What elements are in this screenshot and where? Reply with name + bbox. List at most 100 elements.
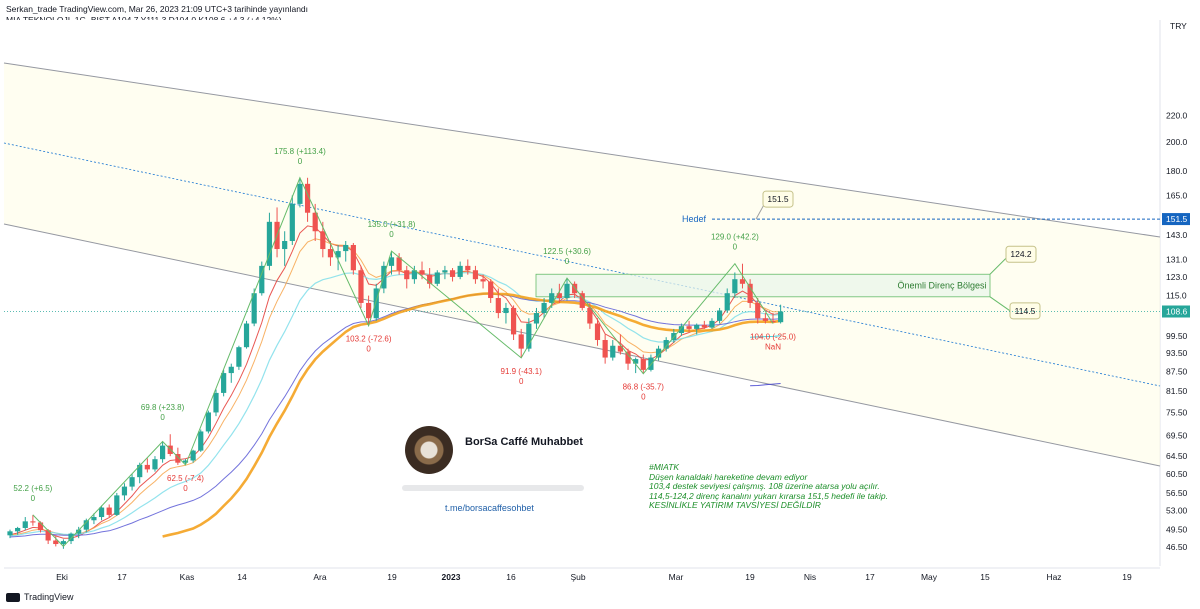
candle-body (541, 302, 547, 314)
candle-body (121, 486, 128, 496)
y-tick-label: 200.0 (1166, 137, 1188, 147)
candle-body (739, 279, 746, 284)
candle-body (404, 270, 410, 280)
swing-sublabel: 0 (160, 413, 165, 422)
candle-body (282, 240, 288, 250)
zone-top-label: 124.2 (1010, 249, 1032, 259)
candle-body (129, 477, 135, 487)
note-line: 103,4 destek seviyesi çalışmış. 108 üzer… (649, 481, 880, 492)
zone-bottom-label: 114.5 (1015, 306, 1036, 316)
brand-divider (402, 485, 584, 491)
y-tick-label: 60.50 (1166, 469, 1188, 479)
candles-group (7, 177, 784, 549)
candle-body (98, 507, 105, 518)
swing-sublabel: 0 (733, 243, 738, 252)
candle-body (160, 445, 166, 460)
candle-body (572, 283, 578, 294)
candle-body (411, 270, 417, 280)
candle-body (91, 517, 97, 521)
target-callout-label: 151.5 (767, 194, 789, 204)
x-tick-label: 16 (506, 572, 516, 582)
y-tick-label: 87.50 (1166, 366, 1188, 376)
candle-body (762, 318, 768, 321)
swing-label: 62.5 (-7.4) (167, 474, 204, 483)
channel-fill (4, 63, 1160, 466)
currency-label: TRY (1170, 21, 1187, 31)
candle-body (678, 326, 685, 334)
candle-body (221, 373, 227, 393)
channel-mid-dotted-line (3, 142, 1161, 387)
candle-body (526, 323, 532, 349)
y-tick-label: 56.50 (1166, 488, 1188, 498)
candle-body (564, 283, 570, 299)
channel-lower-line (3, 223, 1161, 467)
y-tick-label: 115.0 (1166, 291, 1187, 301)
candle-body (297, 183, 303, 204)
candle-body (83, 520, 89, 530)
candle-body (373, 288, 379, 319)
candle-body (15, 527, 21, 532)
candle-body (724, 293, 730, 311)
candle-body (518, 334, 524, 349)
footer-logo-text: TradingView (24, 592, 74, 602)
swing-label: 104.0 (-25.0) (750, 333, 796, 342)
candle-body (327, 249, 334, 258)
note-line: KESİNLİKLE YATIRIM TAVSİYESİ DEĞİLDİR (649, 500, 821, 511)
candle-body (480, 279, 486, 282)
candle-body (205, 412, 211, 432)
candle-body (304, 183, 311, 213)
y-tick-label: 81.50 (1166, 386, 1188, 396)
resistance-zone-label: Önemli Direnç Bölgesi (897, 281, 986, 291)
candle-body (7, 531, 13, 536)
candle-body (76, 529, 82, 534)
candle-body (53, 540, 59, 545)
zone-top-pointer (989, 255, 1009, 275)
brand-avatar (405, 426, 453, 474)
channel-upper-line (3, 62, 1161, 238)
y-tick-label: 69.50 (1166, 430, 1188, 440)
candle-body (488, 281, 494, 299)
candle-body (709, 320, 715, 328)
candle-body (228, 366, 234, 374)
candle-body (503, 307, 509, 314)
resistance-zone (535, 273, 991, 298)
ma-line-2 (9, 238, 781, 536)
candle-body (259, 265, 265, 294)
candle-body (190, 450, 196, 461)
brand-name: BorSa Caffé Muhabbet (465, 436, 583, 448)
candle-body (175, 454, 181, 463)
candle-body (747, 283, 753, 303)
swing-sublabel: 0 (519, 377, 524, 386)
tradingview-logo-icon (6, 592, 20, 602)
candle-body (579, 293, 585, 308)
note-line: #MIATK (649, 462, 680, 472)
candle-body (152, 459, 158, 470)
x-tick-label: May (921, 572, 938, 582)
swing-label: 122.5 (+30.6) (543, 247, 591, 256)
x-tick-label: 2023 (442, 572, 461, 582)
y-tick-label: 165.0 (1166, 190, 1188, 200)
candle-body (556, 293, 562, 299)
candle-body (625, 351, 631, 364)
candle-body (45, 530, 51, 541)
y-tick-label: 49.50 (1166, 525, 1188, 535)
candle-body (60, 541, 67, 545)
brand-link[interactable]: t.me/borsacaffesohbet (445, 503, 534, 513)
candle-body (396, 257, 402, 271)
candle-body (602, 340, 608, 358)
candle-body (465, 265, 471, 271)
x-tick-label: 17 (117, 572, 127, 582)
swing-label: 103.2 (-72.6) (346, 335, 392, 344)
candle-body (594, 323, 601, 341)
zone-top-callout (1005, 245, 1037, 263)
candle-body (114, 495, 120, 515)
target-price-tag (1162, 213, 1190, 226)
y-tick-label: 143.0 (1166, 230, 1188, 240)
y-tick-label: 180.0 (1166, 166, 1188, 176)
y-tick-label: 99.50 (1166, 331, 1188, 341)
ma-line-3 (9, 272, 781, 537)
y-tick-label: 75.50 (1166, 407, 1188, 417)
candle-body (22, 521, 28, 528)
candle-body (137, 464, 143, 478)
